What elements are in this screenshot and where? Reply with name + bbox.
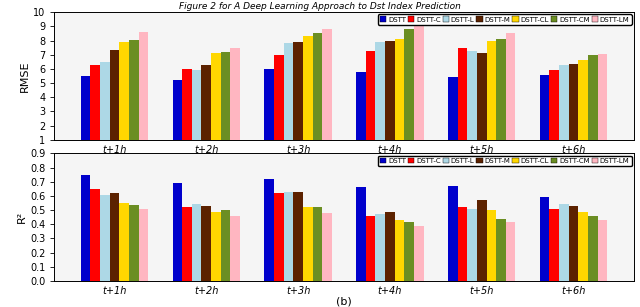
Bar — [90, 189, 100, 281]
Bar — [221, 52, 230, 154]
Bar — [100, 62, 109, 154]
Bar — [81, 175, 90, 281]
Bar — [376, 42, 385, 154]
Bar — [467, 50, 477, 154]
Bar — [293, 42, 303, 154]
Legend: DSTT, DSTT-C, DSTT-L, DSTT-M, DSTT-CL, DSTT-CM, DSTT-LM: DSTT, DSTT-C, DSTT-L, DSTT-M, DSTT-CL, D… — [378, 156, 632, 166]
Bar — [192, 204, 202, 281]
Y-axis label: R²: R² — [17, 211, 28, 223]
Bar — [109, 50, 119, 154]
Bar — [284, 192, 293, 281]
Bar — [598, 54, 607, 154]
Bar — [264, 179, 274, 281]
Y-axis label: RMSE: RMSE — [20, 60, 30, 92]
Bar — [448, 186, 458, 281]
Bar — [81, 76, 90, 154]
Bar — [598, 220, 607, 281]
Bar — [129, 205, 139, 281]
Bar — [569, 206, 579, 281]
Bar — [414, 226, 424, 281]
Bar — [303, 36, 312, 154]
Bar — [90, 65, 100, 154]
Bar — [356, 188, 366, 281]
Bar — [448, 77, 458, 154]
Bar — [322, 213, 332, 281]
Bar — [385, 41, 395, 154]
Bar — [221, 210, 230, 281]
Bar — [230, 216, 240, 281]
Bar — [119, 42, 129, 154]
Bar — [414, 26, 424, 154]
Bar — [477, 200, 486, 281]
Bar — [540, 75, 549, 154]
Bar — [312, 207, 322, 281]
Bar — [202, 206, 211, 281]
Bar — [477, 53, 486, 154]
Bar — [506, 222, 515, 281]
Bar — [496, 39, 506, 154]
Bar — [100, 195, 109, 281]
Bar — [129, 40, 139, 154]
Bar — [506, 33, 515, 154]
Bar — [192, 70, 202, 154]
Bar — [395, 39, 404, 154]
Bar — [579, 60, 588, 154]
Bar — [579, 212, 588, 281]
Bar — [211, 212, 221, 281]
Bar — [264, 69, 274, 154]
Bar — [202, 65, 211, 154]
Bar — [119, 203, 129, 281]
Bar — [293, 192, 303, 281]
Bar — [284, 43, 293, 154]
Bar — [549, 209, 559, 281]
Bar — [109, 193, 119, 281]
Bar — [404, 222, 414, 281]
Bar — [139, 32, 148, 154]
Bar — [182, 207, 192, 281]
Bar — [569, 64, 579, 154]
Bar — [458, 48, 467, 154]
Bar — [496, 219, 506, 281]
Bar — [139, 209, 148, 281]
Bar — [303, 207, 312, 281]
Bar — [173, 80, 182, 154]
Bar — [467, 209, 477, 281]
Bar — [540, 197, 549, 281]
Bar — [404, 29, 414, 154]
Bar — [559, 204, 569, 281]
Bar — [211, 53, 221, 154]
Bar — [322, 29, 332, 154]
X-axis label: (a): (a) — [336, 155, 352, 165]
Bar — [366, 216, 376, 281]
Bar — [549, 70, 559, 154]
Bar — [458, 207, 467, 281]
Legend: DSTT, DSTT-C, DSTT-L, DSTT-M, DSTT-CL, DSTT-CM, DSTT-LM: DSTT, DSTT-C, DSTT-L, DSTT-M, DSTT-CL, D… — [378, 14, 632, 25]
Bar — [395, 220, 404, 281]
Bar — [274, 193, 284, 281]
Bar — [173, 183, 182, 281]
Bar — [274, 55, 284, 154]
Bar — [486, 41, 496, 154]
Bar — [230, 48, 240, 154]
Bar — [182, 69, 192, 154]
Bar — [312, 33, 322, 154]
Text: Figure 2 for A Deep Learning Approach to Dst Index Prediction: Figure 2 for A Deep Learning Approach to… — [179, 2, 461, 10]
Bar — [588, 56, 598, 154]
X-axis label: (b): (b) — [336, 296, 352, 306]
Bar — [559, 65, 569, 154]
Bar — [385, 212, 395, 281]
Bar — [588, 216, 598, 281]
Bar — [376, 214, 385, 281]
Bar — [486, 210, 496, 281]
Bar — [356, 72, 366, 154]
Bar — [366, 50, 376, 154]
